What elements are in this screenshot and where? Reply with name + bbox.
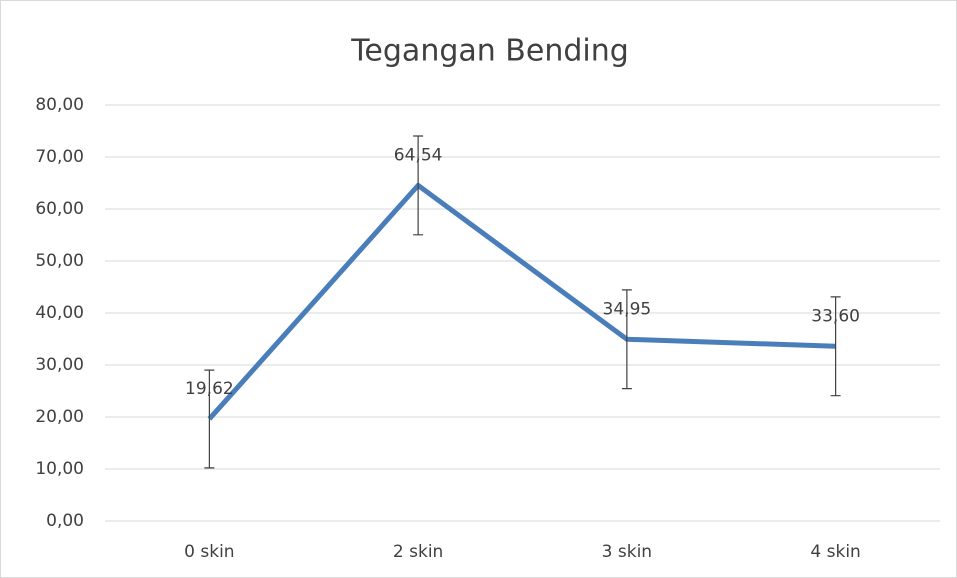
y-tick-label: 20,00 [35,407,84,427]
data-label: 19,62 [185,379,234,399]
chart-title: Tegangan Bending [350,34,629,69]
x-tick-label: 3 skin [602,542,652,562]
y-tick-label: 70,00 [35,147,84,167]
error-bar [830,296,841,397]
x-tick-label: 4 skin [810,542,860,562]
y-tick-label: 0,00 [46,511,84,531]
error-bar [204,369,215,469]
error-bar [413,135,424,236]
y-tick-label: 40,00 [35,303,84,323]
y-tick-label: 50,00 [35,251,84,271]
data-label: 64,54 [394,145,443,165]
x-tick-label: 0 skin [184,542,234,562]
data-label: 33,60 [811,306,860,326]
data-label: 34,95 [603,299,652,319]
data-line [207,182,836,421]
x-tick-label: 2 skin [393,542,443,562]
y-tick-label: 60,00 [35,199,84,219]
y-tick-label: 80,00 [35,95,84,115]
error-bar [621,289,632,390]
y-tick-label: 10,00 [35,459,84,479]
y-tick-label: 30,00 [35,355,84,375]
